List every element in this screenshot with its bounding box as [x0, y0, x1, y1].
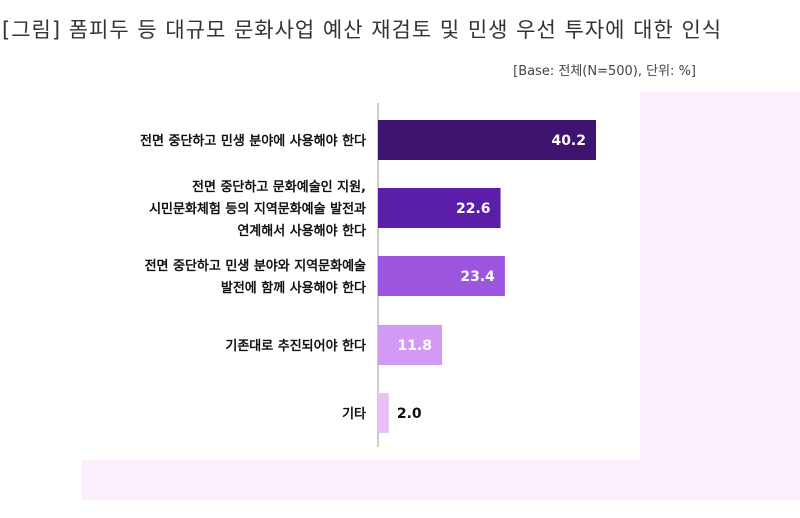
value-label: 22.6 — [456, 201, 491, 217]
category-label: 발전에 함께 사용해야 한다 — [221, 280, 366, 296]
bars-group — [378, 120, 596, 433]
category-label: 전면 중단하고 민생 분야와 지역문화예술 — [145, 258, 366, 274]
chart-title: [그림] 폼피두 등 대규모 문화사업 예산 재검토 및 민생 우선 투자에 대… — [2, 18, 723, 42]
value-label: 23.4 — [460, 269, 495, 285]
category-label: 전면 중단하고 문화예술인 지원, — [192, 179, 366, 195]
bar — [378, 325, 442, 365]
value-label: 11.8 — [397, 338, 432, 354]
value-label: 40.2 — [551, 133, 586, 149]
background-panel-right — [640, 92, 800, 500]
bar — [378, 120, 596, 160]
category-label: 전면 중단하고 민생 분야에 사용해야 한다 — [140, 133, 366, 149]
bar — [378, 188, 501, 228]
bar — [378, 256, 505, 296]
bar — [378, 393, 389, 433]
value-labels-group: 40.2 22.6 23.4 11.8 2.0 — [397, 133, 586, 422]
category-label: 연계해서 사용해야 한다 — [237, 223, 366, 239]
category-label: 기타 — [342, 406, 366, 422]
category-label: 기존대로 추진되어야 한다 — [225, 338, 366, 354]
category-label: 시민문화체험 등의 지역문화예술 발전과 — [149, 201, 366, 217]
background-panel-bottom — [82, 460, 800, 500]
value-label: 2.0 — [397, 406, 422, 422]
base-note: [Base: 전체(N=500), 단위: %] — [513, 64, 696, 79]
